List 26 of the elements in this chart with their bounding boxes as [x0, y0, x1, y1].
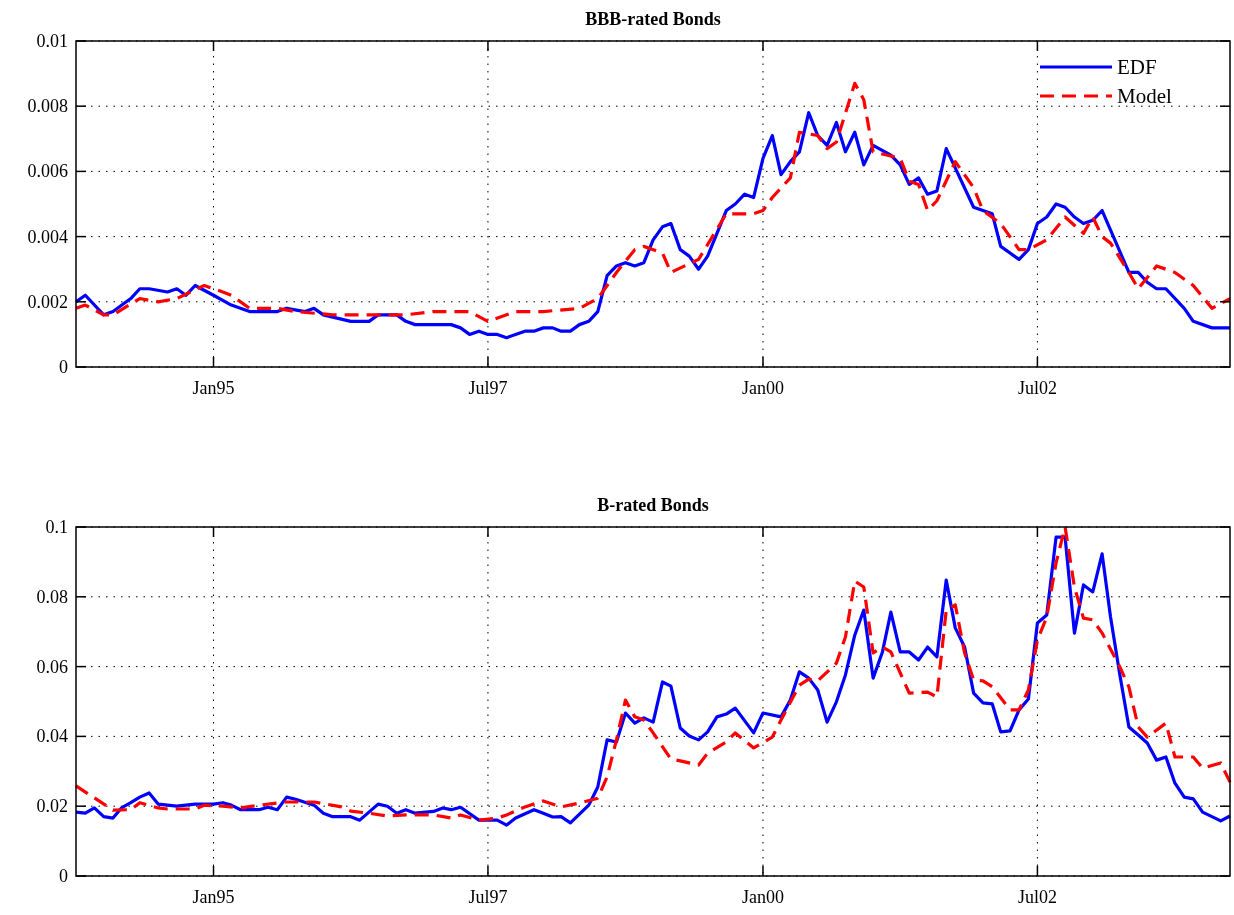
legend-label: EDF [1117, 55, 1157, 79]
x-tick-label: Jul02 [1017, 887, 1057, 907]
x-tick-label: Jul97 [468, 887, 508, 907]
x-tick-label: Jan95 [192, 887, 235, 907]
x-tick-label: Jul97 [468, 378, 508, 398]
y-tick-label: 0.02 [36, 796, 68, 817]
x-tick-label: Jan95 [192, 378, 235, 398]
x-tick-label: Jan00 [741, 887, 784, 907]
y-tick-label: 0.01 [36, 31, 68, 51]
y-tick-label: 0.06 [36, 656, 68, 677]
y-tick-label: 0.006 [27, 161, 68, 182]
legend-label: Model [1117, 84, 1172, 108]
y-tick-label: 0.004 [27, 226, 68, 247]
y-tick-label: 0 [59, 866, 68, 886]
x-tick-label: Jan00 [741, 378, 784, 398]
y-tick-label: 0.1 [45, 517, 68, 537]
y-tick-label: 0.008 [27, 96, 68, 117]
line-series [74, 111, 1232, 340]
y-tick-label: 0 [59, 357, 68, 377]
chart-title: BBB-rated Bonds [585, 9, 721, 29]
x-tick-label: Jul02 [1017, 378, 1057, 398]
y-tick-label: 0.04 [36, 726, 68, 747]
line-series [74, 81, 1232, 323]
y-tick-label: 0.002 [27, 291, 68, 312]
chart-title: B-rated Bonds [597, 495, 709, 515]
y-tick-label: 0.08 [36, 586, 68, 607]
